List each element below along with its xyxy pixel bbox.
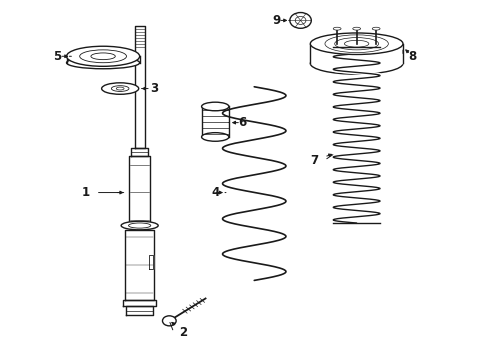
Ellipse shape bbox=[66, 46, 140, 66]
Polygon shape bbox=[135, 26, 144, 148]
Ellipse shape bbox=[289, 13, 311, 28]
Polygon shape bbox=[129, 156, 150, 226]
Ellipse shape bbox=[310, 53, 402, 74]
Text: 5: 5 bbox=[53, 50, 61, 63]
Ellipse shape bbox=[102, 83, 139, 94]
Text: 3: 3 bbox=[150, 82, 158, 95]
Text: 8: 8 bbox=[408, 50, 416, 63]
Ellipse shape bbox=[310, 33, 402, 54]
Ellipse shape bbox=[332, 27, 340, 30]
Polygon shape bbox=[201, 107, 228, 137]
Ellipse shape bbox=[162, 316, 176, 326]
Polygon shape bbox=[66, 56, 140, 63]
Polygon shape bbox=[310, 44, 402, 63]
Ellipse shape bbox=[295, 17, 305, 24]
Polygon shape bbox=[149, 255, 153, 269]
Text: 7: 7 bbox=[310, 154, 318, 167]
Polygon shape bbox=[125, 230, 154, 300]
Ellipse shape bbox=[201, 102, 228, 111]
Polygon shape bbox=[126, 306, 153, 315]
Text: 2: 2 bbox=[179, 326, 187, 339]
Ellipse shape bbox=[201, 133, 228, 141]
Polygon shape bbox=[123, 300, 156, 306]
Polygon shape bbox=[131, 148, 148, 156]
Ellipse shape bbox=[66, 57, 140, 69]
Ellipse shape bbox=[121, 221, 158, 230]
Text: 4: 4 bbox=[211, 186, 219, 199]
Text: 9: 9 bbox=[271, 14, 280, 27]
Ellipse shape bbox=[352, 27, 360, 30]
Ellipse shape bbox=[128, 223, 150, 228]
Text: 6: 6 bbox=[238, 116, 245, 129]
Text: 1: 1 bbox=[82, 186, 90, 199]
Ellipse shape bbox=[111, 86, 129, 91]
Ellipse shape bbox=[371, 27, 379, 30]
